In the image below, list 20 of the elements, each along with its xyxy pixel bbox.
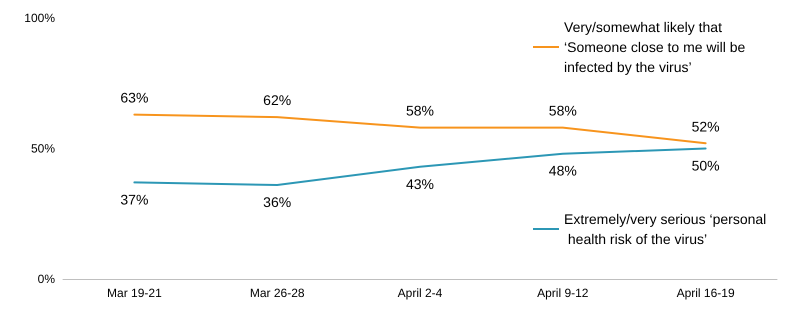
x-tick-label: April 2-4 bbox=[398, 286, 443, 300]
legend-label: Very/somewhat likely that ‘Someone close to me will be infected by the virus’ bbox=[564, 19, 750, 75]
data-label: 58% bbox=[406, 102, 434, 119]
data-label: 62% bbox=[263, 92, 292, 108]
y-tick-label: 100% bbox=[24, 11, 56, 25]
data-label: 36% bbox=[263, 194, 292, 210]
y-tick-label: 50% bbox=[30, 142, 56, 156]
data-label: 48% bbox=[548, 162, 577, 179]
data-label: 63% bbox=[120, 90, 148, 106]
data-label: 43% bbox=[406, 176, 434, 192]
x-tick-label: April 16-19 bbox=[676, 286, 735, 300]
x-tick-label: Mar 19-21 bbox=[107, 286, 162, 300]
data-label: 52% bbox=[692, 118, 720, 134]
data-label: 50% bbox=[692, 158, 720, 174]
y-tick-label: 0% bbox=[38, 272, 56, 286]
data-label: 37% bbox=[120, 191, 148, 208]
x-tick-label: Mar 26-28 bbox=[250, 286, 305, 300]
data-label: 58% bbox=[548, 102, 577, 119]
legend-label: Extremely/very serious ‘personal health risk of the virus’ bbox=[564, 211, 766, 247]
x-tick-label: April 9-12 bbox=[537, 286, 589, 300]
